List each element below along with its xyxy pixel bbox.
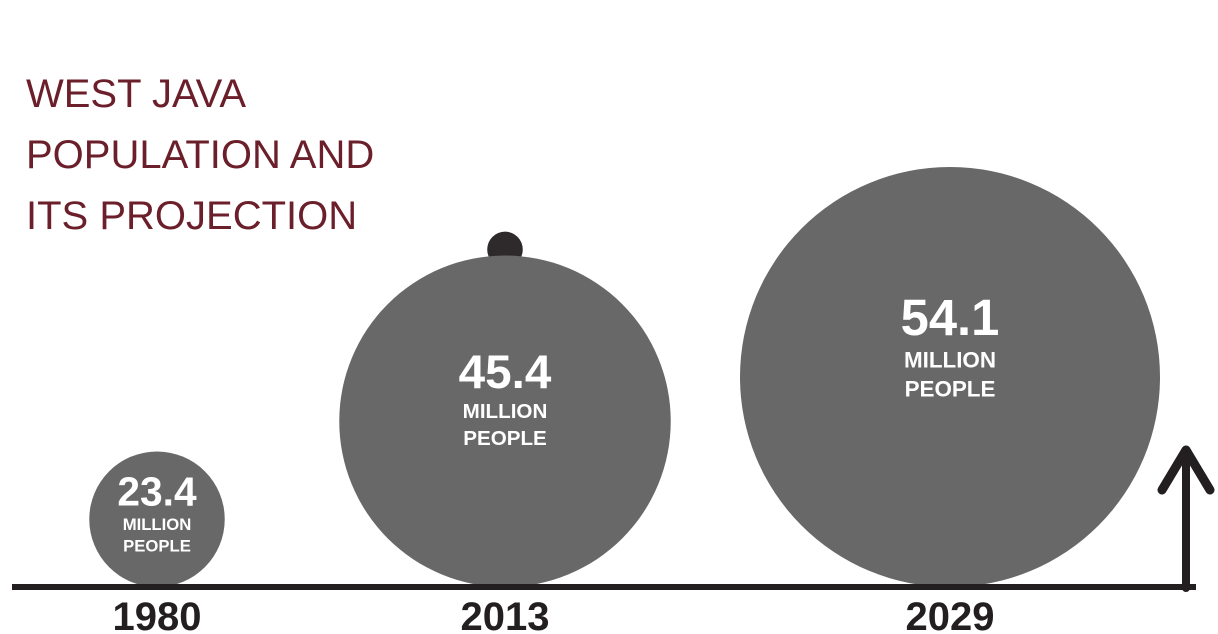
bubble-1980 <box>89 451 225 587</box>
unit-label-million: MILLION <box>904 347 996 372</box>
unit-label-million: MILLION <box>123 515 192 534</box>
bubbles-layer <box>89 167 1160 587</box>
title-line-1: WEST JAVA <box>26 72 247 116</box>
labels-layer: 23.4MILLIONPEOPLE45.4MILLIONPEOPLE54.1MI… <box>117 289 999 556</box>
year-label: 2013 <box>461 595 550 634</box>
title-line-2: POPULATION AND <box>26 133 375 177</box>
bubble-2013 <box>339 255 671 587</box>
unit-label-people: PEOPLE <box>905 377 996 402</box>
year-label: 1980 <box>113 595 202 634</box>
year-labels: 1980 2013 2029 <box>113 595 995 634</box>
value-label: 45.4 <box>459 346 552 399</box>
unit-label-million: MILLION <box>463 400 548 423</box>
growth-arrow <box>1157 445 1215 592</box>
year-label: 2029 <box>906 595 995 634</box>
value-label: 23.4 <box>117 469 197 515</box>
unit-label-people: PEOPLE <box>123 537 191 556</box>
chart-title: WEST JAVA POPULATION AND ITS PROJECTION <box>26 64 374 247</box>
unit-label-people: PEOPLE <box>463 427 547 450</box>
bubble-2029 <box>740 167 1160 587</box>
value-label: 54.1 <box>901 289 1000 346</box>
title-line-3: ITS PROJECTION <box>26 194 358 238</box>
